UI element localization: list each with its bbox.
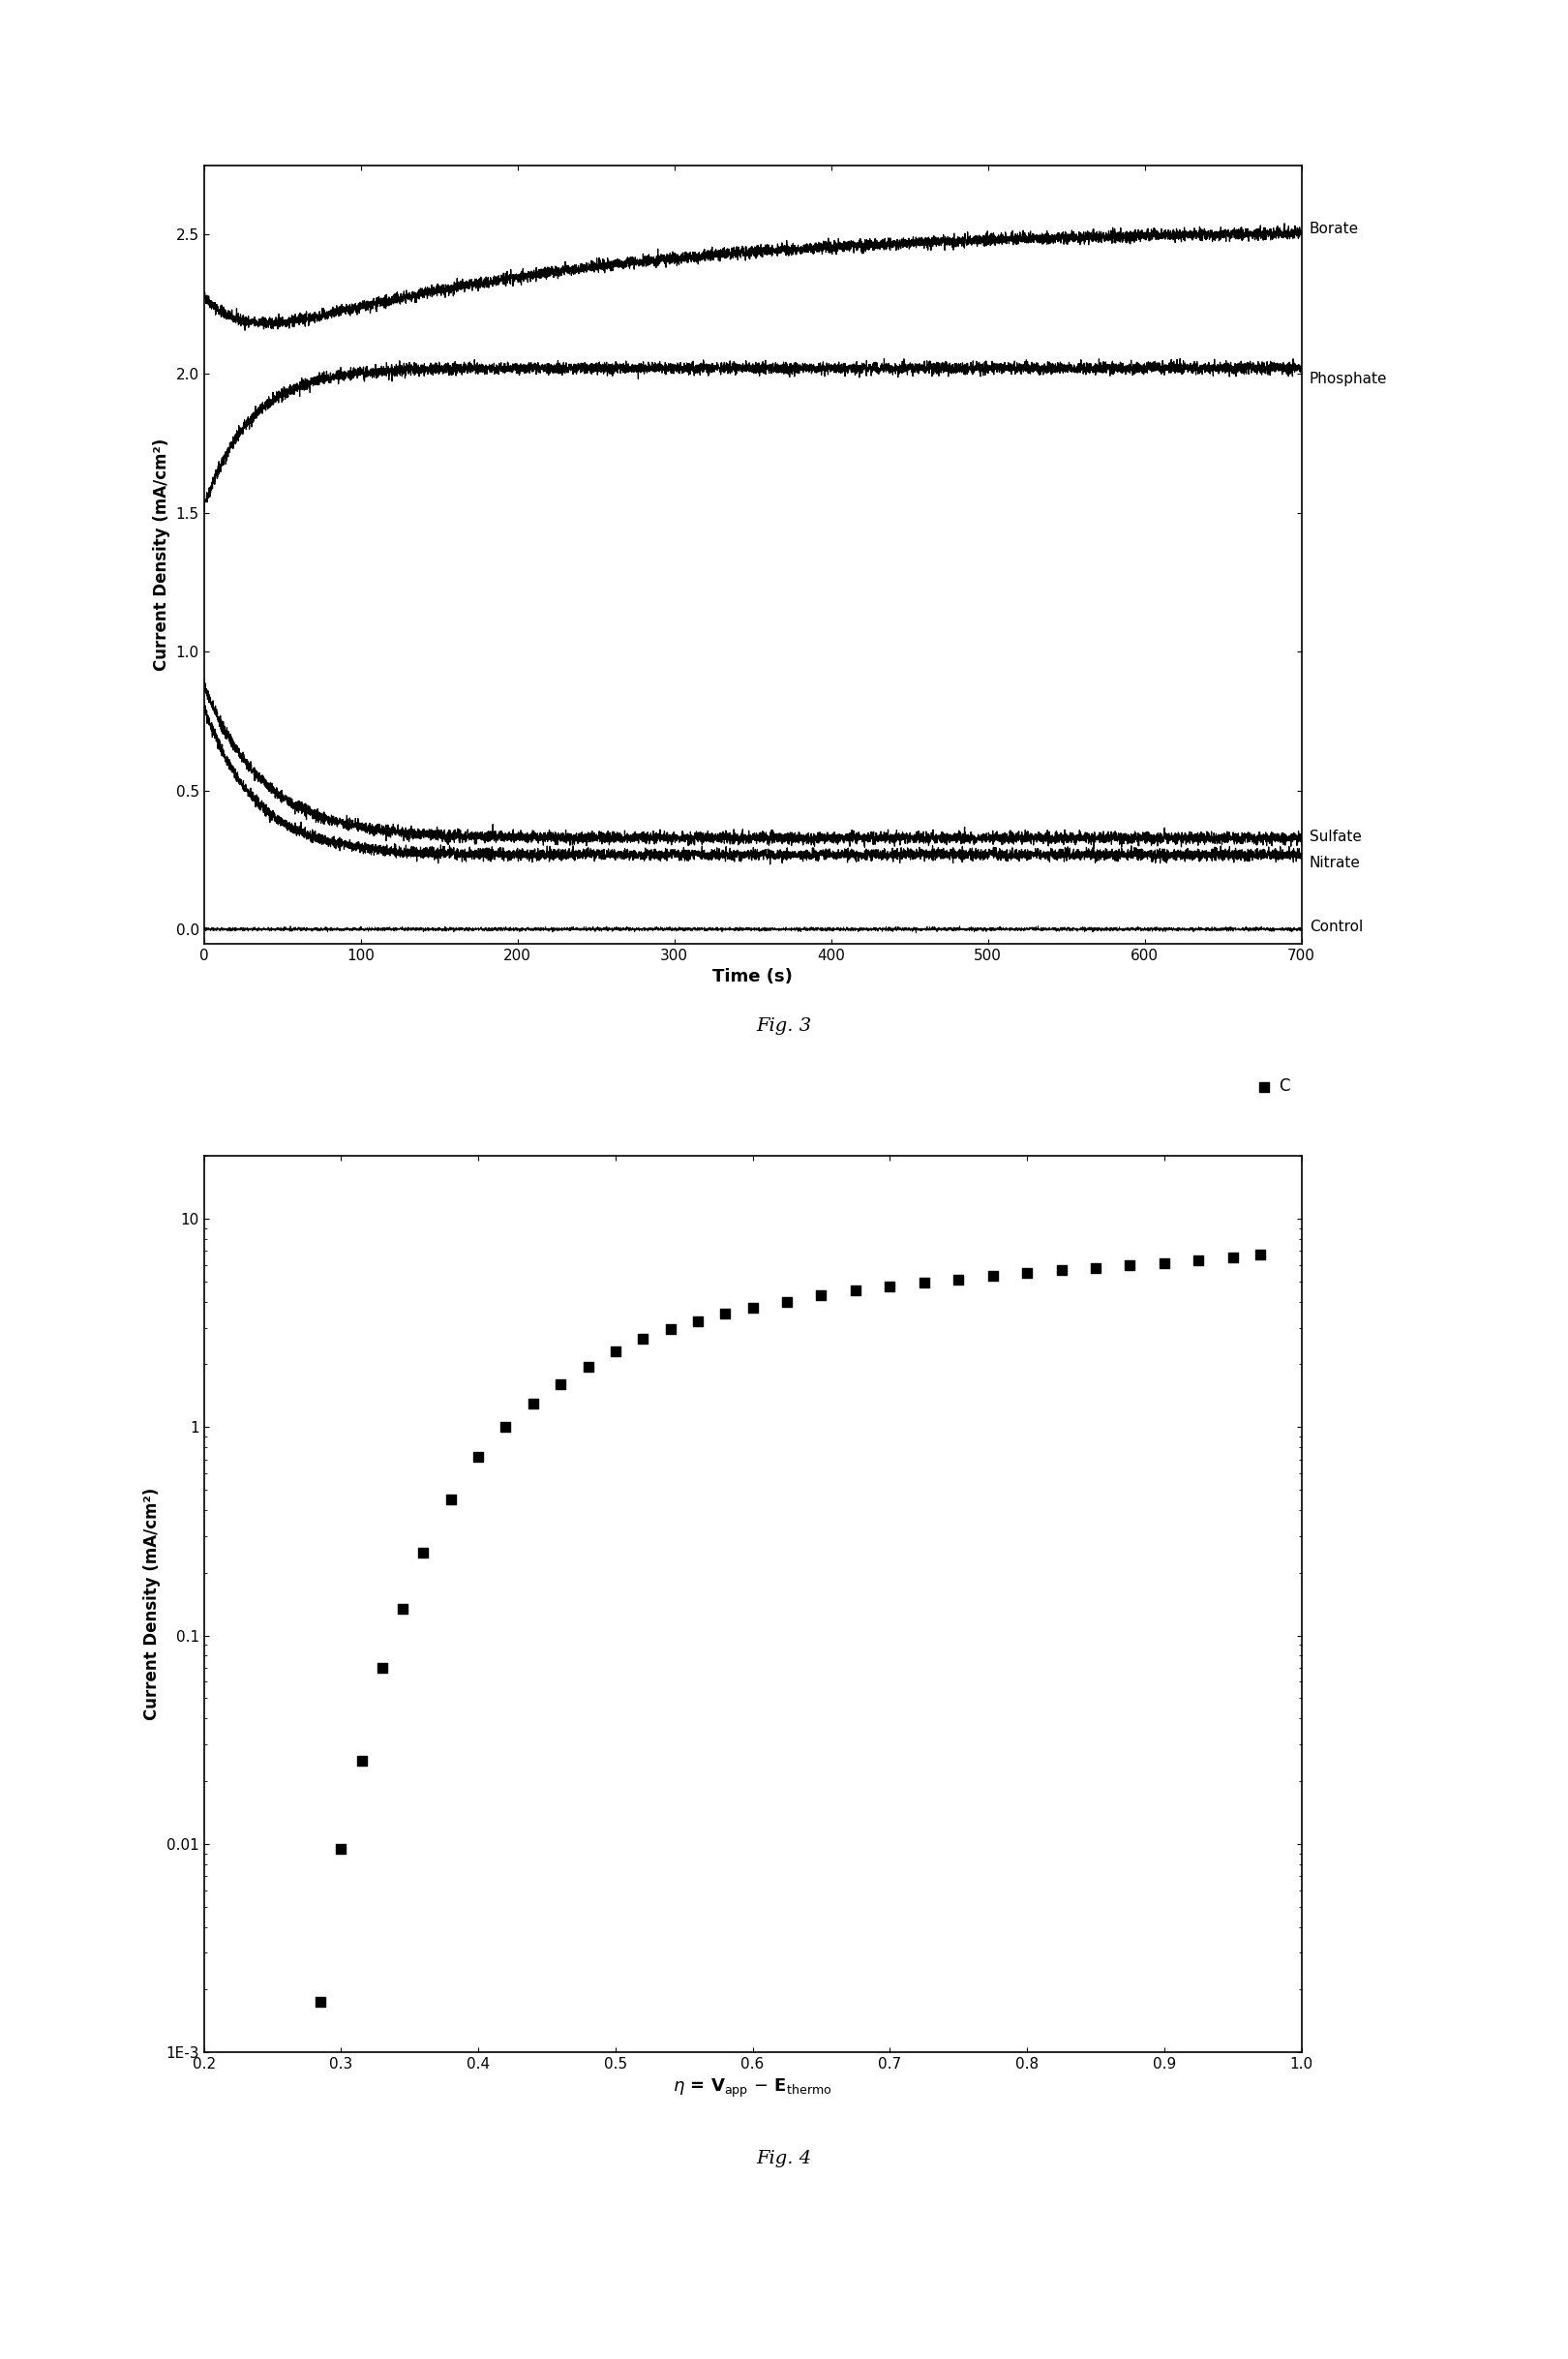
Text: Phosphate: Phosphate xyxy=(1309,373,1388,387)
Point xyxy=(1049,1253,1074,1290)
Point xyxy=(911,1264,936,1302)
Point xyxy=(980,1257,1005,1295)
Point xyxy=(370,1649,395,1687)
X-axis label: Time (s): Time (s) xyxy=(712,967,793,986)
Point xyxy=(1083,1248,1109,1286)
Point xyxy=(602,1333,627,1371)
Point xyxy=(1185,1241,1210,1279)
Point xyxy=(549,1366,574,1404)
Point xyxy=(521,1385,546,1422)
Text: Nitrate: Nitrate xyxy=(1309,856,1361,870)
Point xyxy=(1248,1236,1273,1274)
Point xyxy=(1118,1248,1143,1286)
Point xyxy=(1220,1238,1245,1276)
X-axis label: $\eta$ = V$_{\rm app}$ $-$ E$_{\rm thermo}$: $\eta$ = V$_{\rm app}$ $-$ E$_{\rm therm… xyxy=(673,2076,833,2100)
Point xyxy=(307,1984,332,2022)
Point xyxy=(877,1267,902,1305)
Point xyxy=(809,1276,834,1314)
Point xyxy=(466,1439,491,1477)
Point xyxy=(775,1283,800,1321)
Text: Sulfate: Sulfate xyxy=(1309,830,1361,845)
Text: Borate: Borate xyxy=(1309,222,1359,236)
Y-axis label: Current Density (mA/cm²): Current Density (mA/cm²) xyxy=(154,439,171,670)
Point xyxy=(1014,1255,1040,1293)
Point xyxy=(740,1288,765,1326)
Point xyxy=(411,1533,436,1571)
Point xyxy=(437,1481,464,1519)
Point xyxy=(492,1408,517,1446)
Point xyxy=(946,1260,971,1297)
Legend: C: C xyxy=(1254,1073,1294,1099)
Text: Fig. 3: Fig. 3 xyxy=(756,1017,812,1036)
Point xyxy=(1151,1246,1176,1283)
Point xyxy=(630,1321,655,1359)
Point xyxy=(575,1347,601,1385)
Text: Control: Control xyxy=(1309,920,1363,934)
Point xyxy=(329,1831,354,1868)
Point xyxy=(659,1309,684,1347)
Point xyxy=(712,1295,737,1333)
Point xyxy=(685,1302,710,1340)
Y-axis label: Current Density (mA/cm²): Current Density (mA/cm²) xyxy=(143,1489,160,1720)
Point xyxy=(844,1272,869,1309)
Point xyxy=(350,1741,375,1779)
Text: Fig. 4: Fig. 4 xyxy=(756,2149,812,2168)
Point xyxy=(390,1590,416,1628)
